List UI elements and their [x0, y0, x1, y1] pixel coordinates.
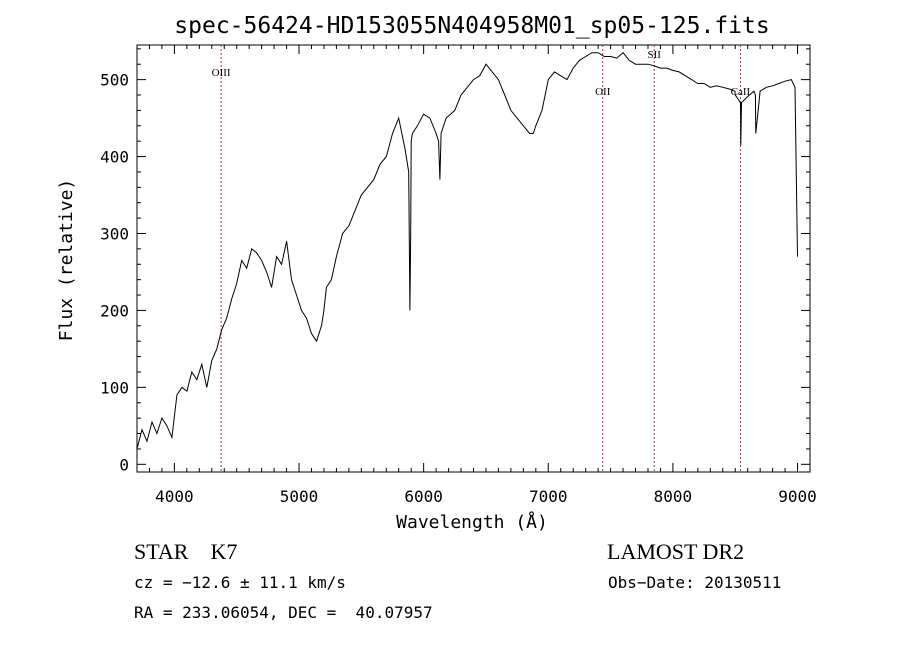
- y-tick-label: 200: [100, 301, 129, 320]
- ra-dec-coordinates: RA = 233.06054, DEC = 40.07957: [134, 603, 433, 622]
- y-tick-label: 300: [100, 224, 129, 243]
- x-tick-label: 9000: [778, 487, 817, 506]
- survey-name: LAMOST DR2: [607, 539, 745, 564]
- observation-date: Obs−Date: 20130511: [608, 573, 782, 592]
- axes: 4000 5000 6000 7000 8000 9000 0 100 200 300 400 500: [100, 45, 817, 506]
- spectral-line-label: OII: [595, 86, 611, 98]
- chart-title: spec-56424-HD153055N404958M01_sp05-125.f…: [174, 13, 769, 39]
- x-tick-label: 5000: [280, 487, 319, 506]
- y-tick-label: 0: [119, 455, 129, 474]
- spectral-line-label: SII: [647, 49, 661, 61]
- x-tick-label: 8000: [654, 487, 693, 506]
- redshift-cz: cz = −12.6 ± 11.1 km/s: [134, 573, 346, 592]
- x-tick-label: 4000: [155, 487, 194, 506]
- x-tick-label: 7000: [529, 487, 568, 506]
- y-tick-label: 500: [100, 71, 129, 90]
- object-class: STAR K7: [134, 539, 238, 564]
- y-tick-label: 100: [100, 378, 129, 397]
- spectral-line-label: OIII: [212, 67, 231, 79]
- plot-frame: [136, 44, 811, 473]
- x-tick-label: 6000: [404, 487, 443, 506]
- spectrum-line: [136, 51, 798, 450]
- y-tick-label: 400: [100, 148, 129, 167]
- y-axis-label: Flux (relative): [56, 179, 77, 342]
- x-axis-label: Wavelength (Å): [396, 511, 548, 533]
